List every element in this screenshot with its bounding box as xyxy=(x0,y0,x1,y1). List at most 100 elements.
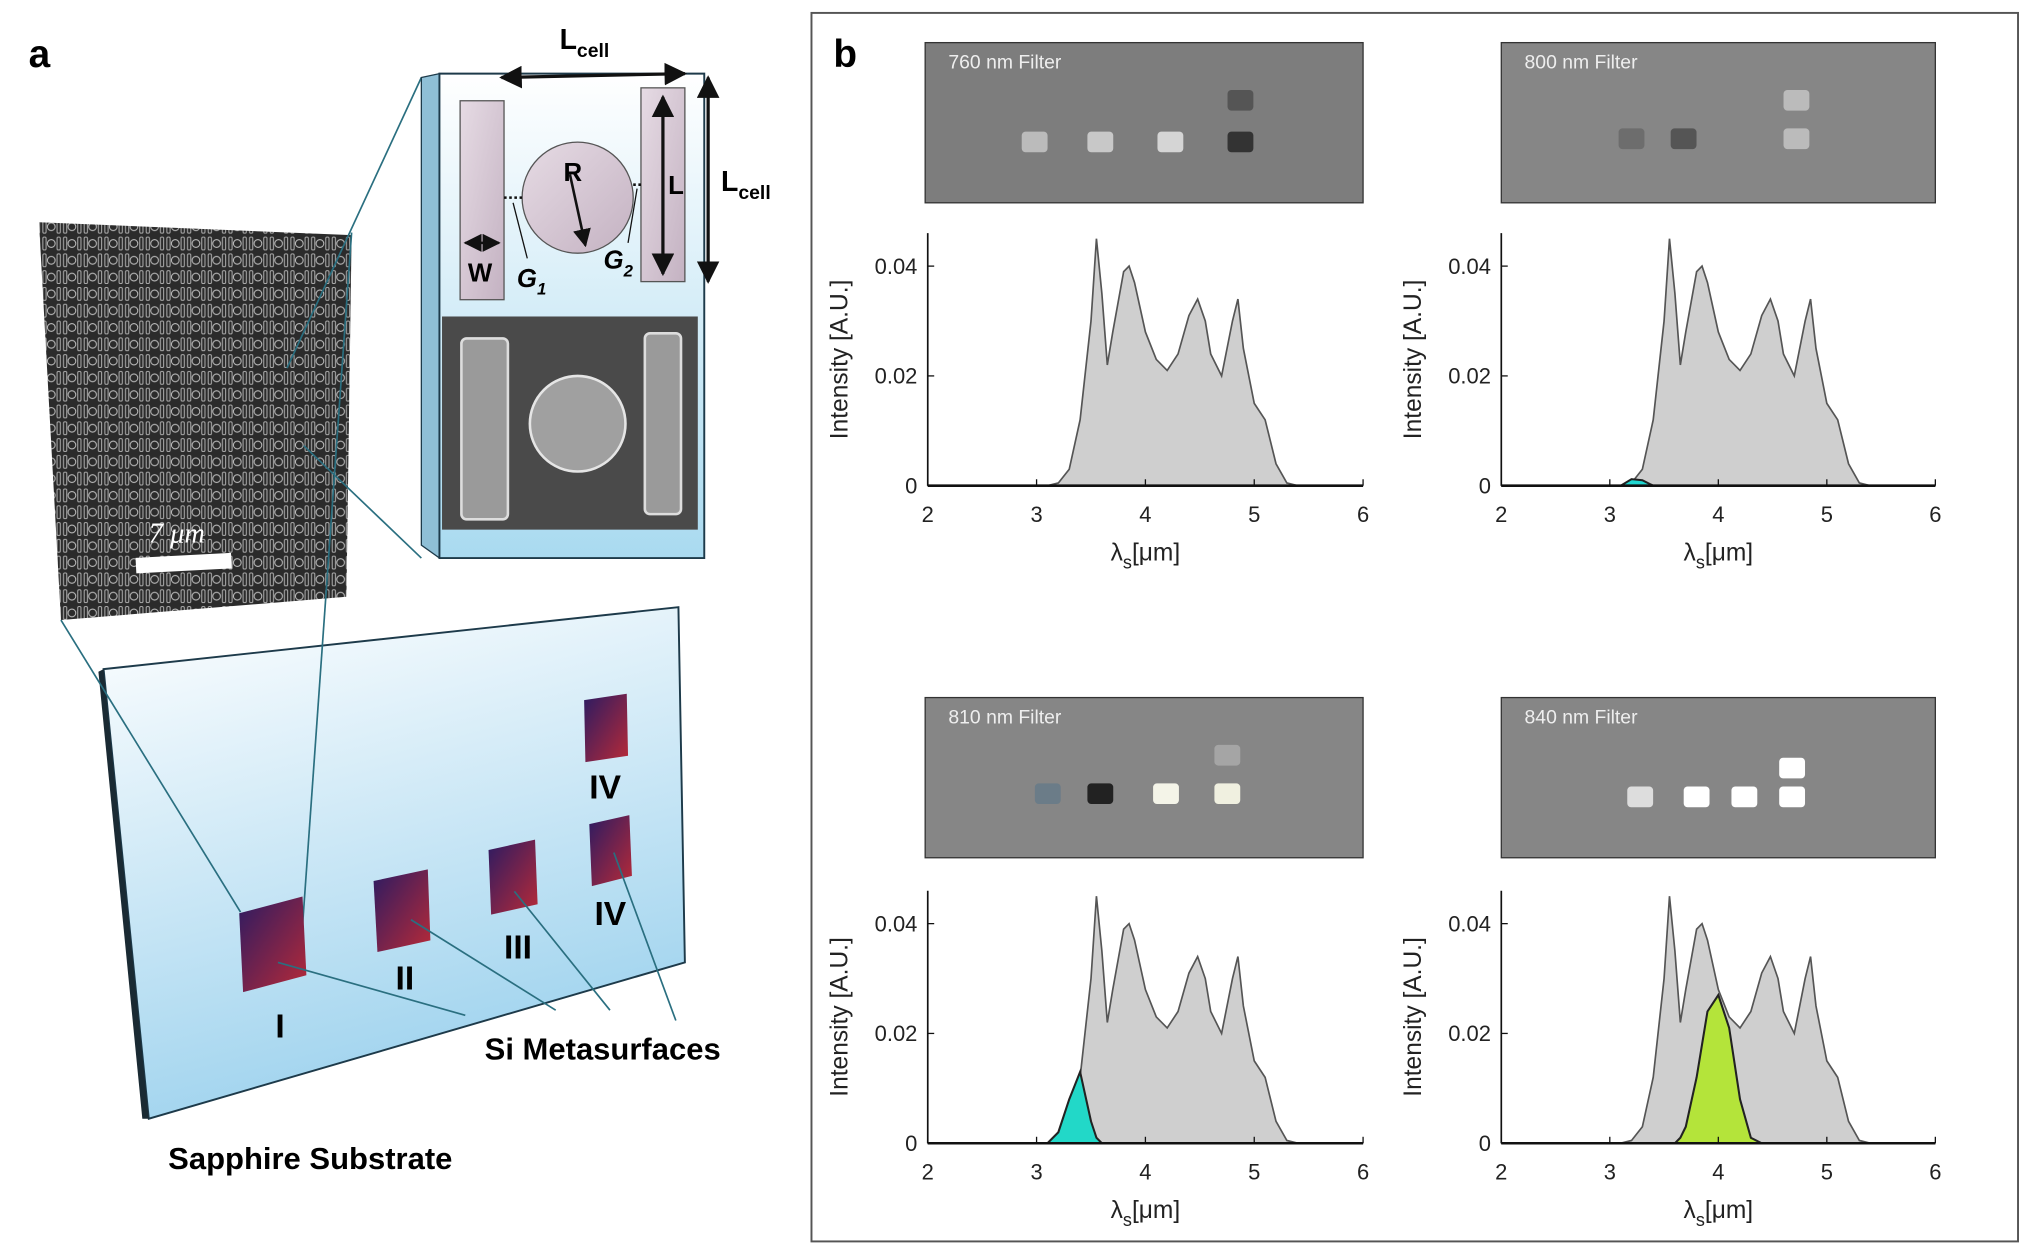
y-tick-label: 0 xyxy=(905,1131,917,1156)
x-tick-label: 5 xyxy=(1248,1159,1260,1184)
filter-spot xyxy=(1779,786,1806,808)
filter-spot xyxy=(1227,131,1254,153)
filter-spot xyxy=(1683,786,1710,808)
x-axis-sub: s xyxy=(1696,1210,1705,1230)
lcell-top-main: L xyxy=(560,24,577,56)
filter-title: 760 nm Filter xyxy=(948,51,1062,73)
x-tick-label: 3 xyxy=(1604,1159,1616,1184)
y-tick-label: 0 xyxy=(1479,1131,1491,1156)
metasurface xyxy=(373,869,431,953)
x-tick-label: 6 xyxy=(1357,1159,1369,1184)
area-fill xyxy=(1501,995,1936,1144)
radius-arrow xyxy=(568,174,591,248)
x-tick-label: 5 xyxy=(1248,502,1260,527)
substrate xyxy=(102,606,686,1120)
x-axis-label: λs[μm] xyxy=(1111,540,1181,573)
gap1-main: G xyxy=(517,265,537,293)
x-tick-label: 2 xyxy=(1495,1159,1507,1184)
x-axis-sub: s xyxy=(1123,1210,1132,1230)
filter-title: 800 nm Filter xyxy=(1525,51,1639,73)
filter-spot xyxy=(1779,757,1806,779)
substrate-label: Sapphire Substrate xyxy=(168,1141,452,1176)
metasurface xyxy=(584,693,629,763)
x-tick-label: 3 xyxy=(1604,502,1616,527)
gap2-main: G xyxy=(604,247,624,275)
x-axis-sub: s xyxy=(1696,552,1705,572)
x-tick-label: 2 xyxy=(922,1159,934,1184)
sem-disk xyxy=(528,374,627,473)
substrate-edge xyxy=(98,669,149,1119)
filter-spot xyxy=(1157,131,1184,153)
filter-spot xyxy=(1783,128,1810,150)
gap1-leader xyxy=(512,202,528,259)
cell-box-side xyxy=(420,72,441,560)
x-tick-label: 3 xyxy=(1030,1159,1042,1184)
x-axis-sub: s xyxy=(1123,552,1132,572)
filter-title: 810 nm Filter xyxy=(948,706,1062,728)
sem-pillar-left xyxy=(460,337,510,521)
roman-label: II xyxy=(396,961,415,998)
area-fill xyxy=(927,238,1364,486)
y-tick-label: 0.02 xyxy=(1448,1021,1491,1046)
metasurface xyxy=(589,815,632,887)
gap2-leader xyxy=(627,188,638,243)
x-tick-label: 3 xyxy=(1030,502,1042,527)
y-tick-label: 0.04 xyxy=(1448,911,1491,936)
filter-spot xyxy=(1670,128,1697,150)
gap2-sub: 2 xyxy=(623,261,634,280)
lcell-side-main: L xyxy=(721,166,738,198)
y-tick-label: 0.04 xyxy=(875,254,918,279)
y-tick-label: 0.02 xyxy=(875,1021,918,1046)
filter-image xyxy=(1500,696,1936,859)
pillar-disk xyxy=(521,141,634,254)
x-axis-label: λs[μm] xyxy=(1684,1197,1754,1230)
x-axis-label: λs[μm] xyxy=(1111,1197,1181,1230)
roman-label: I xyxy=(275,1008,284,1045)
lcell-side-sub: cell xyxy=(738,182,770,204)
y-tick-label: 0 xyxy=(1479,473,1491,498)
pillar-left xyxy=(459,100,505,301)
x-tick-label: 4 xyxy=(1139,502,1151,527)
lcell-top-arrow xyxy=(499,62,688,89)
radius-label: R xyxy=(563,159,582,187)
gap2-label: G2 xyxy=(604,247,634,281)
y-tick-label: 0.04 xyxy=(1448,254,1491,279)
roman-label: III xyxy=(504,930,532,967)
y-axis-label: Intensity [A.U.] xyxy=(1400,937,1427,1097)
x-axis-unit: [μm] xyxy=(1705,540,1753,567)
filter-spot xyxy=(1731,786,1758,808)
x-tick-label: 2 xyxy=(922,502,934,527)
x-tick-label: 4 xyxy=(1139,1159,1151,1184)
filter-spot xyxy=(1618,128,1645,150)
metasurface-leaders xyxy=(277,852,677,1021)
lcell-top-label: Lcell xyxy=(560,24,610,62)
metasurface xyxy=(488,839,538,915)
y-tick-label: 0.02 xyxy=(875,364,918,389)
area-fill xyxy=(927,896,1364,1144)
roman-label: IV xyxy=(594,896,626,933)
filter-spot xyxy=(1783,89,1810,111)
y-tick-label: 0.04 xyxy=(875,911,918,936)
x-tick-label: 5 xyxy=(1821,1159,1833,1184)
x-tick-label: 6 xyxy=(1929,1159,1941,1184)
lcell-side-label: Lcell xyxy=(721,166,771,204)
filter-spot xyxy=(1034,783,1061,805)
x-axis-symbol: λ xyxy=(1111,1197,1124,1224)
x-tick-label: 4 xyxy=(1712,1159,1724,1184)
x-tick-label: 6 xyxy=(1357,502,1369,527)
filter-spot xyxy=(1214,783,1241,805)
x-tick-label: 5 xyxy=(1821,502,1833,527)
x-axis-unit: [μm] xyxy=(1132,1197,1180,1224)
x-axis-symbol: λ xyxy=(1684,1197,1697,1224)
filter-image xyxy=(1500,41,1936,204)
width-label: W xyxy=(468,260,493,288)
x-axis-symbol: λ xyxy=(1684,540,1697,567)
filter-spot xyxy=(1214,744,1241,766)
panel-label: b xyxy=(833,33,857,76)
filter-spot xyxy=(1627,786,1654,808)
charts: 760 nm Filter 0 0.02 0.04 2 3 4 5 6 Intensity [A.… xyxy=(827,41,1941,1230)
lcell-top-sub: cell xyxy=(577,40,609,62)
y-tick-label: 0 xyxy=(905,473,917,498)
y-axis-label: Intensity [A.U.] xyxy=(827,937,854,1097)
